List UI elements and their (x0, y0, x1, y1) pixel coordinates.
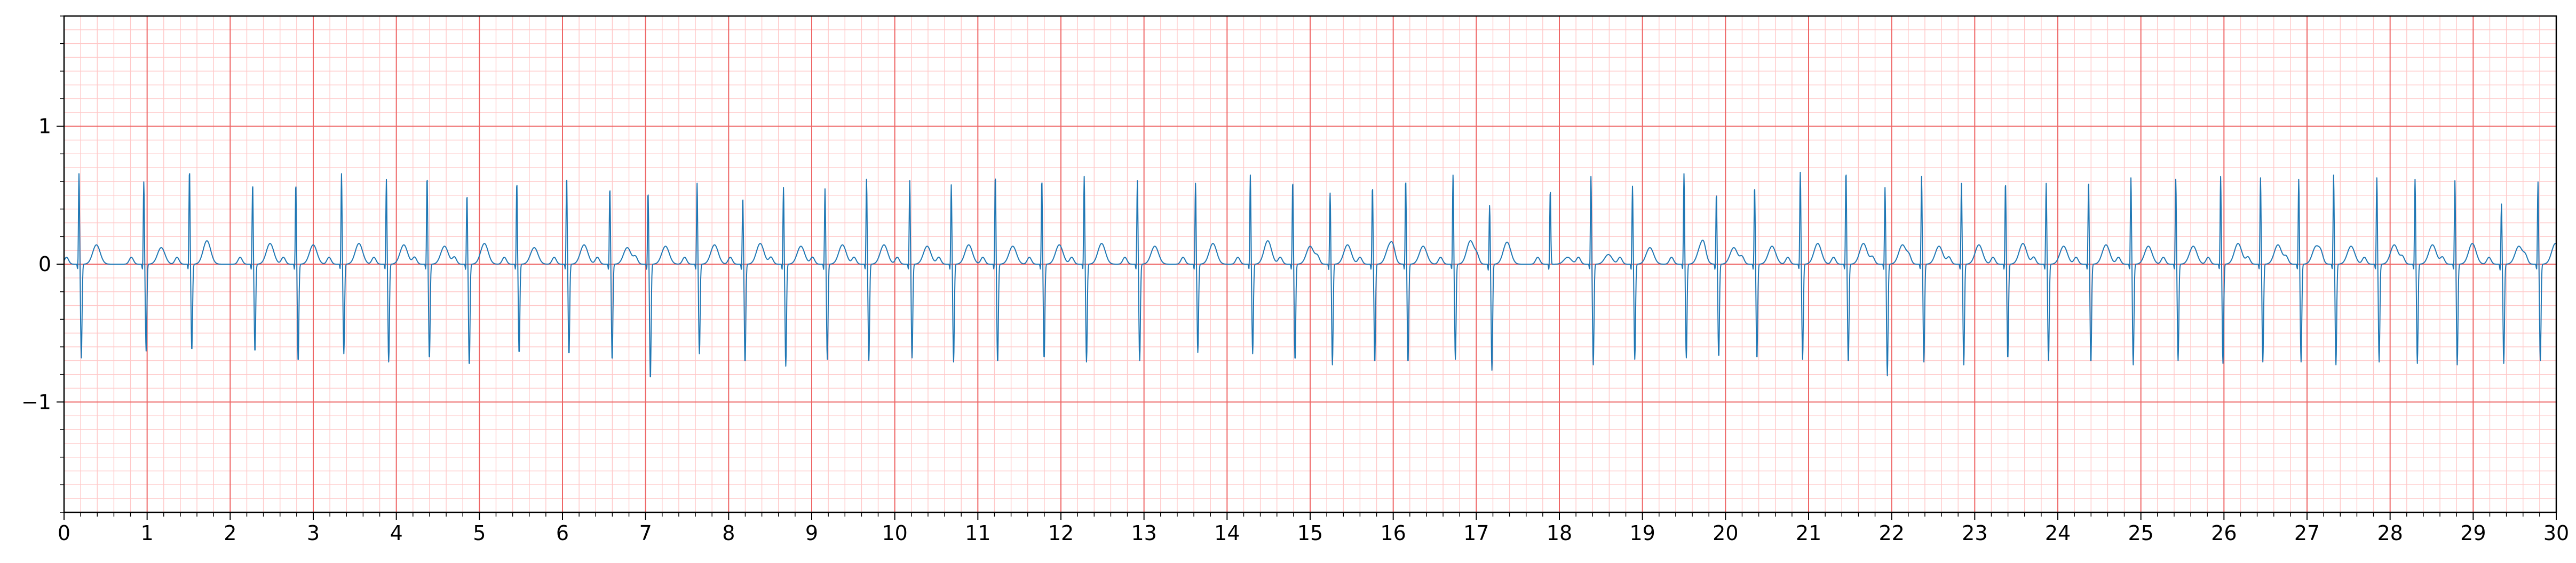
x-tick-label: 9 (805, 521, 818, 545)
x-tick-label: 12 (1048, 521, 1074, 545)
y-axis-ticks: 1 0 −1 (21, 15, 64, 513)
x-tick-label: 11 (965, 521, 990, 545)
x-tick-label: 28 (2377, 521, 2403, 545)
major-grid (64, 16, 2557, 512)
x-tick-label: 16 (1380, 521, 1406, 545)
x-tick-label: 14 (1214, 521, 1240, 545)
x-tick-label: 13 (1131, 521, 1156, 545)
x-axis-ticks: 0 1 2 3 4 5 6 7 8 9 10 11 12 13 14 15 16 17 18 19 20 21 22 23 24… (58, 512, 2569, 545)
ecg-series-line-0 (64, 171, 2557, 378)
x-tick-label: 7 (639, 521, 652, 545)
x-tick-label: 26 (2211, 521, 2237, 545)
x-tick-label: 25 (2128, 521, 2153, 545)
x-tick-label: 29 (2460, 521, 2486, 545)
x-tick-label: 19 (1629, 521, 1655, 545)
x-tick-label: 3 (307, 521, 320, 545)
y-tick-label: −1 (21, 390, 51, 414)
x-tick-label: 27 (2294, 521, 2320, 545)
x-tick-label: 8 (722, 521, 735, 545)
x-tick-label: 10 (882, 521, 907, 545)
x-tick-label: 5 (473, 521, 486, 545)
x-tick-label: 22 (1879, 521, 1904, 545)
x-tick-label: 0 (58, 521, 70, 545)
x-tick-label: 1 (141, 521, 154, 545)
series-area (64, 171, 2557, 378)
x-tick-label: 18 (1547, 521, 1572, 545)
x-tick-label: 24 (2045, 521, 2071, 545)
x-tick-label: 2 (224, 521, 236, 545)
x-tick-label: 20 (1713, 521, 1738, 545)
x-tick-label: 23 (1962, 521, 1987, 545)
x-tick-label: 30 (2543, 521, 2569, 545)
y-tick-label: 1 (38, 115, 51, 138)
x-tick-label: 6 (556, 521, 569, 545)
x-tick-label: 17 (1463, 521, 1489, 545)
x-tick-label: 15 (1297, 521, 1323, 545)
y-tick-label: 0 (38, 252, 51, 276)
x-tick-label: 21 (1796, 521, 1821, 545)
x-tick-label: 4 (390, 521, 403, 545)
